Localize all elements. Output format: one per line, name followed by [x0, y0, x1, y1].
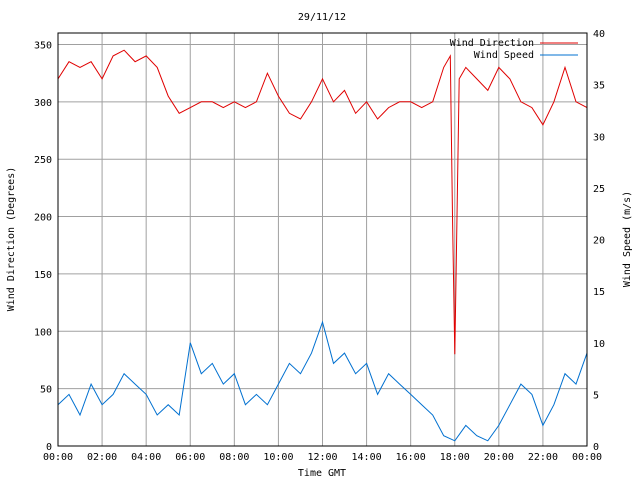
y-right-tick-label: 35 [593, 81, 605, 92]
y-left-tick-label: 150 [34, 270, 52, 281]
x-tick-label: 02:00 [87, 452, 117, 463]
series-line-wind-speed [57, 320, 588, 442]
grid-layer [58, 33, 587, 446]
series-line-wind-direction [57, 49, 588, 355]
y-right-tick-label: 25 [593, 184, 605, 195]
x-tick-label: 14:00 [352, 452, 382, 463]
y-left-tick-label: 100 [34, 327, 52, 338]
y-left-tick-label: 200 [34, 213, 52, 224]
y-left-axis-label: Wind Direction (Degrees) [6, 167, 17, 312]
y-right-tick-label: 40 [593, 29, 605, 40]
y-left-tick-label: 50 [40, 385, 52, 396]
y-right-tick-label: 10 [593, 339, 605, 350]
y-left-tick-label: 300 [34, 98, 52, 109]
chart-title: 29/11/12 [298, 12, 346, 23]
y-right-tick-labels: 0 5 10 15 20 25 30 35 40 [593, 29, 605, 453]
x-tick-label: 10:00 [263, 452, 293, 463]
x-axis-label: Time GMT [298, 468, 346, 479]
y-right-tick-label: 15 [593, 287, 605, 298]
plot-frame [57, 32, 588, 447]
y-right-tick-label: 20 [593, 236, 605, 247]
y-left-tick-label: 0 [46, 442, 52, 453]
y-right-axis-label: Wind Speed (m/s) [622, 191, 633, 287]
series-layer [57, 49, 588, 442]
x-tick-label: 08:00 [219, 452, 249, 463]
y-right-tick-label: 30 [593, 132, 605, 143]
y-left-tick-label: 250 [34, 155, 52, 166]
x-tick-label: 04:00 [131, 452, 161, 463]
x-tick-labels: 00:00 02:00 04:00 06:00 08:00 10:00 12:00 14:00… [43, 452, 602, 463]
y-left-tick-label: 350 [34, 40, 52, 51]
x-tick-label: 00:00 [43, 452, 73, 463]
legend-label-wind-direction: Wind Direction [450, 38, 534, 49]
x-tick-label: 06:00 [175, 452, 205, 463]
y-left-tick-labels: 0 50 100 150 200 250 300 350 [34, 40, 52, 453]
legend: Wind Direction Wind Speed [450, 38, 578, 61]
x-tick-label: 22:00 [528, 452, 558, 463]
legend-label-wind-speed: Wind Speed [474, 50, 534, 61]
x-tick-label: 16:00 [396, 452, 426, 463]
x-tick-label: 00:00 [572, 452, 602, 463]
x-tick-label: 20:00 [484, 452, 514, 463]
y-right-tick-label: 5 [593, 390, 599, 401]
x-tick-label: 18:00 [440, 452, 470, 463]
x-tick-label: 12:00 [307, 452, 337, 463]
y-right-tick-label: 0 [593, 442, 599, 453]
